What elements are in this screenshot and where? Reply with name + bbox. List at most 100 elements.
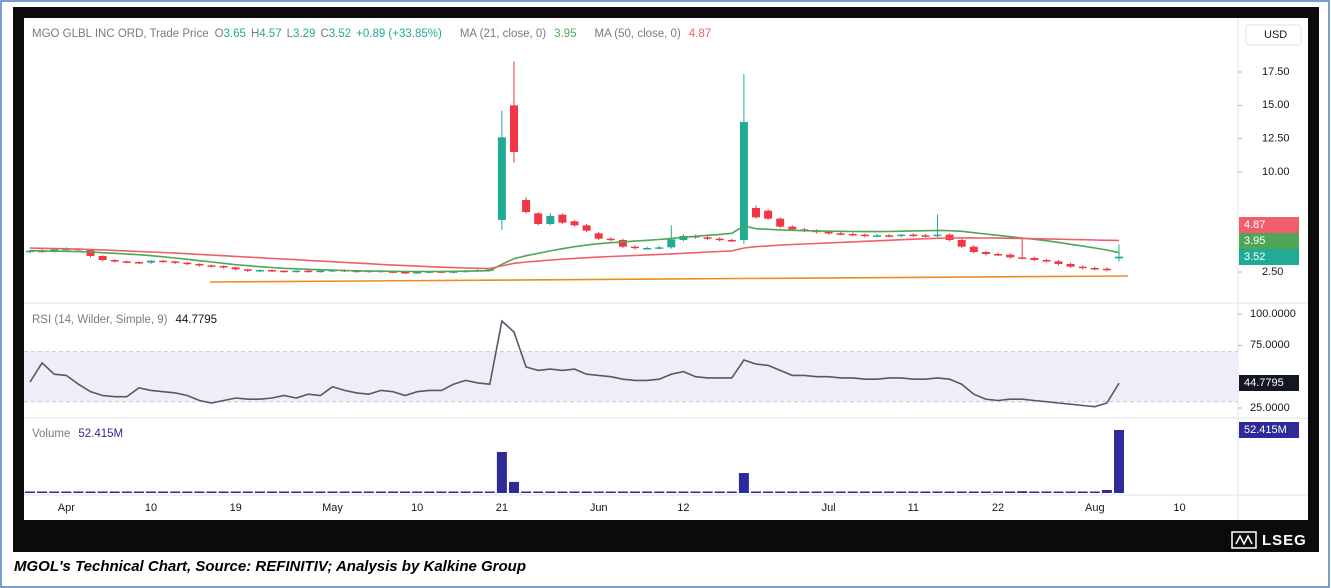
volume-bar (980, 491, 991, 493)
y-tick-label: 12.50 (1262, 133, 1290, 145)
legend-header: MGO GLBL INC ORD, Trade Price O3.65 H4.57 L… (32, 28, 711, 40)
candle-body (1006, 254, 1015, 258)
moving-average-line (29, 237, 1120, 270)
volume-bar (690, 491, 701, 493)
candle-body (183, 262, 192, 265)
volume-bar (230, 491, 241, 493)
volume-bar (1041, 491, 1052, 493)
currency-box[interactable] (1245, 24, 1302, 46)
candle-body (497, 137, 506, 220)
caption: MGOL's Technical Chart, Source: REFINITI… (14, 558, 526, 575)
volume-bar (993, 491, 1003, 493)
candle-body (207, 265, 216, 267)
volume-bar (291, 491, 302, 493)
volume-bar (751, 491, 761, 493)
volume-bar (763, 491, 774, 493)
x-tick-label: 19 (230, 502, 242, 514)
candle-body (1066, 264, 1075, 267)
value-box-label: 44.7795 (1244, 377, 1284, 389)
logo-icon (1231, 531, 1257, 549)
volume-bar (920, 491, 931, 493)
volume-bar (484, 491, 495, 493)
volume-bar (242, 491, 253, 493)
volume-bar (49, 491, 60, 493)
candle-body (727, 240, 736, 242)
value-box (1239, 233, 1299, 249)
candle-body (981, 252, 990, 254)
candle-body (134, 262, 143, 264)
value-box (1239, 249, 1299, 265)
candle-body (122, 261, 131, 263)
candle-body (921, 235, 930, 237)
low-value: 3.29 (293, 28, 315, 40)
volume-bar (206, 491, 217, 493)
currency[interactable]: USD (1264, 29, 1287, 41)
volume-bar (448, 491, 459, 493)
volume-bar (787, 491, 798, 493)
volume-bar (194, 491, 205, 493)
value-box (1239, 217, 1299, 233)
rsi-pane (24, 319, 1238, 408)
candle-body (618, 240, 627, 247)
candle-body (824, 232, 833, 234)
ohlc-letter: H (251, 28, 259, 40)
price-pane (26, 61, 1123, 274)
volume-bar (944, 491, 955, 493)
ma-legend: MA (21, close, 0) (460, 28, 546, 40)
volume-bar (412, 491, 423, 493)
value-box-label: 3.52 (1244, 251, 1265, 263)
volume-bar (908, 491, 919, 493)
candle-body (631, 246, 639, 249)
candle-body (558, 214, 567, 223)
candle-body (582, 225, 591, 231)
logo-icon (1235, 534, 1253, 546)
volume-bar (968, 491, 979, 493)
candle-body (836, 233, 845, 235)
candle-body (570, 221, 579, 226)
volume-bar (109, 491, 120, 493)
symbol-title: MGO GLBL INC ORD, Trade Price (32, 28, 209, 40)
x-tick-label: 10 (411, 502, 423, 514)
change: +0.89 (+33.85%) (356, 28, 442, 40)
candle-body (255, 270, 264, 272)
candle-body (909, 234, 918, 237)
rsi-tick-label: 100.0000 (1250, 308, 1296, 320)
volume-bar (617, 491, 628, 493)
x-tick-label: Apr (58, 502, 75, 514)
volume-bar (400, 491, 411, 493)
volume-bar (424, 491, 435, 493)
value-box (1239, 422, 1299, 438)
candle-body (1078, 266, 1087, 269)
x-tick-label: Jun (590, 502, 608, 514)
volume-bar (218, 491, 229, 493)
ma-value: 3.95 (554, 28, 576, 40)
volume-pane (25, 429, 1124, 493)
volume-bar (932, 491, 943, 493)
support-trendline (209, 275, 1129, 283)
volume-bar (436, 491, 447, 493)
ma-legend: MA (50, close, 0) (595, 28, 681, 40)
candle-body (1090, 268, 1099, 270)
candle-body (885, 235, 894, 237)
volume-bar (388, 491, 398, 493)
volume-bar (859, 491, 870, 493)
candle-body (667, 239, 676, 248)
candle-body (86, 250, 95, 256)
volume-bar (775, 491, 786, 493)
volume-bar (666, 491, 677, 493)
candle-body (243, 269, 252, 271)
volume-bar (1053, 491, 1064, 493)
volume-bar (847, 491, 858, 493)
volume-bar (133, 491, 144, 493)
volume-bar (714, 491, 725, 493)
volume-bar (315, 491, 326, 493)
volume-bar (170, 491, 181, 493)
logo-text: LSEG (1262, 532, 1307, 549)
value-box-label: 52.415M (1244, 424, 1287, 436)
candle-body (510, 105, 518, 152)
candle-body (1102, 268, 1111, 271)
volume-bar (363, 491, 374, 493)
volume-bar (1005, 491, 1016, 493)
rsi-header: RSI (14, Wilder, Simple, 9) 44.7795 (32, 314, 217, 326)
volume-bar (1077, 491, 1088, 493)
